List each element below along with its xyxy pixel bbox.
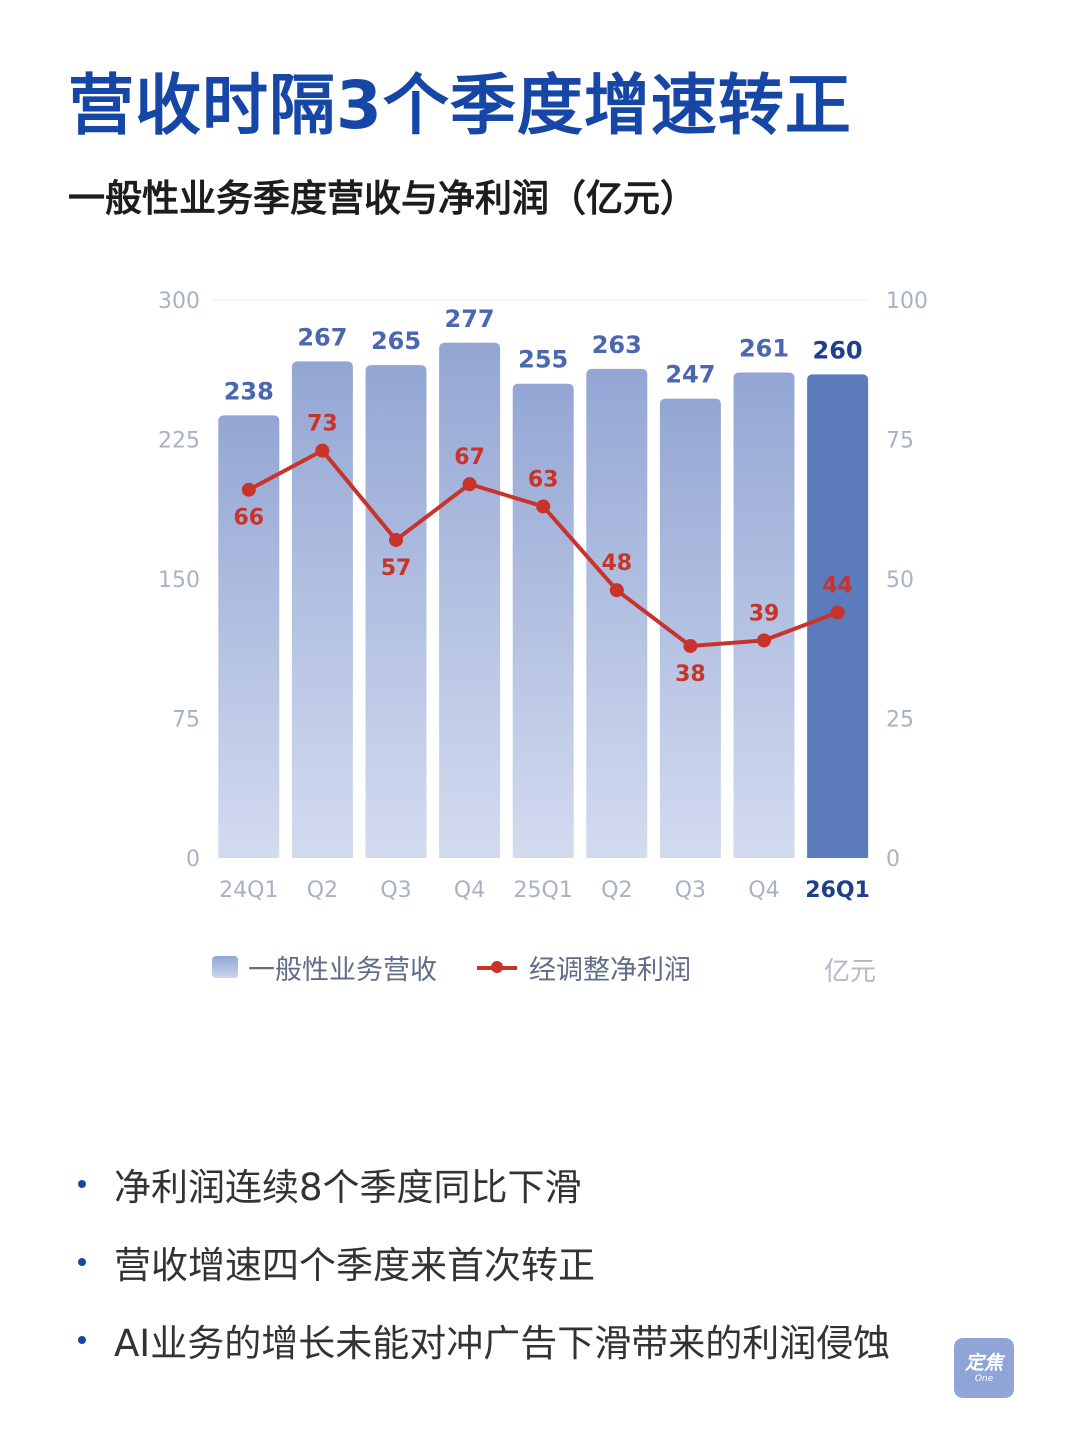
- legend-line-swatch: [477, 956, 517, 978]
- key-point: AI业务的增长未能对冲广告下滑带来的利润侵蚀: [78, 1308, 890, 1372]
- profit-point-value-label: 66: [233, 506, 264, 531]
- y-right-tick-label: 0: [886, 847, 900, 872]
- headline: 营收时隔3个季度增速转正: [68, 67, 852, 144]
- legend-bar-swatch: [212, 956, 238, 978]
- y-left-tick-label: 225: [158, 429, 200, 454]
- profit-point-value-label: 73: [307, 412, 338, 437]
- revenue-bar-value-label: 277: [445, 305, 495, 333]
- revenue-bar: [365, 365, 427, 858]
- legend-label-profit: 经调整净利润: [529, 954, 691, 986]
- y-right-tick-label: 50: [886, 568, 914, 593]
- y-right-tick-label: 75: [886, 429, 914, 454]
- x-category-label: Q3: [675, 878, 706, 903]
- legend-item-revenue: 一般性业务营收: [212, 948, 437, 987]
- x-category-label: 25Q1: [514, 878, 573, 903]
- x-category-label: Q4: [454, 878, 485, 903]
- revenue-bar-value-label: 247: [665, 361, 715, 389]
- logo-subtext: One: [974, 1374, 994, 1384]
- profit-point: [536, 499, 551, 514]
- x-category-label: Q4: [748, 878, 779, 903]
- profit-point-value-label: 57: [381, 556, 412, 581]
- bullet-dot-icon: [78, 1336, 86, 1344]
- logo-text: 定焦: [964, 1352, 1003, 1374]
- key-point: 净利润连续8个季度同比下滑: [78, 1152, 890, 1216]
- y-left-tick-label: 300: [158, 289, 200, 314]
- profit-point-value-label: 39: [749, 601, 780, 626]
- key-points-list: 净利润连续8个季度同比下滑 营收增速四个季度来首次转正 AI业务的增长未能对冲广…: [78, 1152, 890, 1386]
- x-category-label: 24Q1: [219, 878, 278, 903]
- key-point-text: AI业务的增长未能对冲广告下滑带来的利润侵蚀: [114, 1322, 891, 1365]
- x-category-label: Q2: [307, 878, 338, 903]
- revenue-bar-value-label: 265: [371, 327, 421, 355]
- revenue-bar: [291, 361, 353, 858]
- y-right-tick-label: 100: [886, 289, 928, 314]
- bullet-dot-icon: [78, 1180, 86, 1188]
- profit-point: [241, 482, 256, 497]
- profit-point: [389, 532, 403, 547]
- profit-point: [462, 477, 477, 492]
- chart-subtitle: 一般性业务季度营收与净利润（亿元）: [68, 177, 697, 220]
- revenue-bar-value-label: 267: [297, 323, 347, 351]
- chart-legend: 一般性业务营收 经调整净利润: [212, 947, 731, 987]
- revenue-bar: [218, 415, 280, 858]
- brand-logo: 定焦 One: [954, 1338, 1014, 1398]
- revenue-bar-value-label: 238: [224, 377, 274, 405]
- revenue-bar: [659, 398, 721, 858]
- profit-point-value-label: 48: [601, 551, 632, 576]
- y-left-tick-label: 150: [158, 568, 200, 593]
- profit-point: [683, 638, 698, 653]
- revenue-bar: [733, 372, 795, 858]
- key-point: 营收增速四个季度来首次转正: [78, 1230, 890, 1294]
- bullet-dot-icon: [78, 1258, 86, 1266]
- x-category-label: Q3: [380, 878, 411, 903]
- revenue-bar-value-label: 261: [739, 335, 789, 363]
- profit-point-value-label: 67: [454, 445, 485, 470]
- y-right-tick-label: 25: [886, 708, 914, 733]
- profit-point: [757, 633, 771, 648]
- revenue-bar: [586, 368, 648, 858]
- profit-point: [830, 605, 845, 620]
- unit-label: 亿元: [824, 957, 877, 987]
- profit-point: [315, 443, 330, 458]
- revenue-bar-value-label: 260: [813, 336, 863, 364]
- x-category-label: 26Q1: [805, 878, 870, 903]
- x-category-label: Q2: [601, 878, 632, 903]
- revenue-bar-value-label: 263: [592, 331, 642, 359]
- key-point-text: 营收增速四个季度来首次转正: [114, 1244, 595, 1287]
- profit-point-value-label: 63: [528, 467, 559, 492]
- y-left-tick-label: 75: [172, 708, 200, 733]
- revenue-bar: [439, 342, 501, 858]
- profit-point-value-label: 44: [822, 573, 853, 598]
- revenue-profit-chart: 0 75 150 225 300 0 25 50 75 100 238 267 265 277 255 263…: [158, 289, 928, 903]
- profit-point: [609, 583, 624, 598]
- key-point-text: 净利润连续8个季度同比下滑: [114, 1166, 582, 1209]
- profit-point-value-label: 38: [675, 662, 706, 687]
- revenue-bar-value-label: 255: [518, 346, 568, 374]
- y-left-tick-label: 0: [186, 847, 200, 872]
- legend-label-revenue: 一般性业务营收: [248, 954, 437, 986]
- revenue-bar: [512, 383, 574, 858]
- legend-item-profit: 经调整净利润: [477, 948, 691, 987]
